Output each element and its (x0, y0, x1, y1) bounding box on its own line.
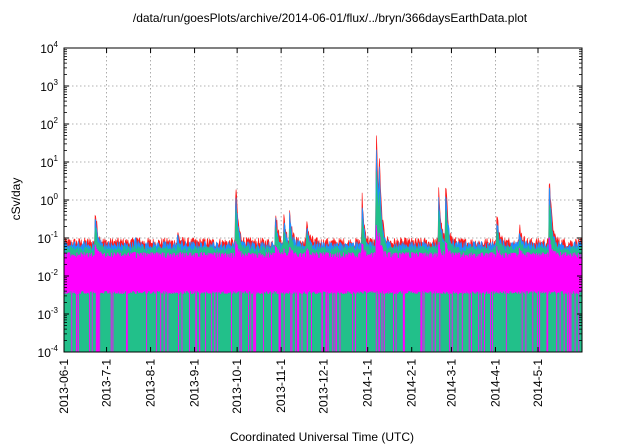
y-tick-label: 103 (40, 78, 58, 94)
x-tick-label: 2013-10-1 (230, 359, 244, 414)
chart-title: /data/run/goesPlots/archive/2014-06-01/f… (133, 11, 528, 25)
x-tick-label: 2013-7-1 (100, 359, 114, 407)
y-tick-label: 10-4 (38, 344, 59, 360)
y-tick-label: 10-3 (38, 306, 59, 322)
y-tick-labels: 104 103 102 101 100 10-1 10-2 10-3 10-4 (38, 40, 59, 360)
x-tick-label: 2014-5-1 (531, 359, 545, 407)
ticks (63, 47, 582, 353)
x-axis-label: Coordinated Universal Time (UTC) (230, 430, 414, 444)
y-tick-label: 101 (40, 154, 58, 170)
y-tick-label: 102 (40, 116, 58, 132)
x-tick-label: 2013-12-1 (317, 359, 331, 414)
x-tick-label: 2013-06-1 (57, 359, 71, 414)
x-tick-label: 2014-4-1 (488, 359, 502, 407)
x-tick-labels: 2013-06-1 2013-7-1 2013-8-1 2013-9-1 2013-10… (57, 359, 545, 414)
y-tick-label: 10-2 (38, 268, 59, 284)
series-magenta-band (64, 257, 582, 292)
x-tick-label: 2013-11-1 (274, 359, 288, 413)
y-tick-label: 10-1 (38, 230, 59, 246)
y-axis-label: cSv/day (9, 178, 23, 221)
x-tick-label: 2014-1-1 (361, 359, 375, 407)
x-tick-label: 2013-9-1 (188, 359, 202, 407)
x-tick-label: 2014-2-1 (405, 359, 419, 407)
y-tick-label: 100 (40, 192, 58, 208)
y-tick-label: 104 (40, 40, 58, 56)
x-tick-label: 2014-3-1 (444, 359, 458, 407)
plot-area (64, 135, 582, 352)
x-tick-label: 2013-8-1 (144, 359, 158, 407)
